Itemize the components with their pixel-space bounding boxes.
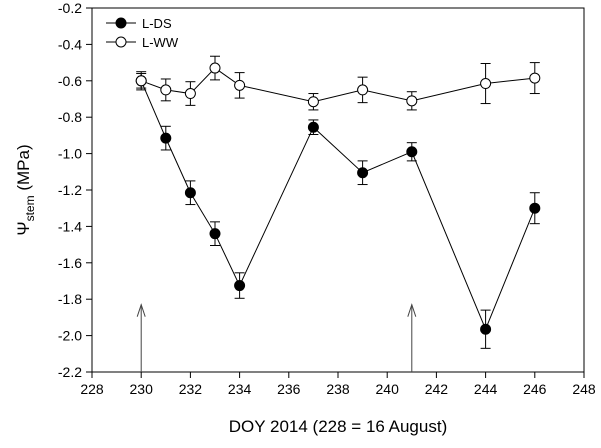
y-tick-label: -1.8: [58, 291, 82, 307]
series-line-l-ww: [141, 67, 535, 103]
legend-label-l-ds: L-DS: [142, 16, 172, 31]
data-point-l-ds: [234, 280, 246, 292]
data-point-l-ds: [307, 121, 319, 133]
arrow-head-icon: [407, 303, 417, 317]
x-tick-label: 238: [326, 381, 350, 397]
series-line-l-ds: [140, 80, 536, 331]
x-tick-label: 246: [523, 381, 547, 397]
x-tick-label: 234: [228, 381, 252, 397]
x-tick-label: 236: [277, 381, 301, 397]
data-point-l-ww: [209, 62, 221, 74]
y-tick-label: -1.6: [58, 255, 82, 271]
y-axis-title-unit: (MPa): [14, 144, 33, 195]
x-tick-label: 228: [80, 381, 104, 397]
annotation-layer: [136, 303, 417, 372]
y-axis: -2.2 -2.0 -1.8 -1.6 -1.4 -1.2 -1.0 -0.8 -0.6 -0.4…: [58, 0, 92, 380]
y-tick-label: -2.2: [58, 364, 82, 380]
data-point-l-ds: [529, 202, 541, 214]
series-l-ww: [135, 55, 541, 111]
data-point-l-ds: [209, 228, 221, 240]
y-tick-label: -2.0: [58, 328, 82, 344]
legend-marker-l-ds: [115, 17, 127, 29]
arrow-head-icon: [136, 303, 146, 317]
data-point-l-ds: [480, 323, 492, 335]
data-point-l-ww: [480, 78, 492, 90]
x-axis: 228 230 232 234 236 238 240 242 244 246 248: [80, 372, 596, 397]
plot-frame: [91, 7, 585, 373]
data-point-l-ds: [357, 167, 369, 179]
data-point-l-ds: [184, 187, 196, 199]
data-point-l-ww: [135, 75, 147, 87]
x-tick-label: 244: [474, 381, 498, 397]
y-axis-title: Ψstem (MPa): [14, 144, 37, 235]
legend-marker-l-ww: [115, 36, 127, 48]
data-point-l-ww: [357, 84, 369, 96]
x-axis-title: DOY 2014 (228 = 16 August): [229, 417, 447, 436]
y-tick-label: -0.4: [58, 36, 82, 52]
data-point-l-ww: [160, 84, 172, 96]
series-layer: [135, 55, 541, 349]
y-tick-label: -0.8: [58, 109, 82, 125]
y-tick-label: -1.4: [58, 218, 82, 234]
data-point-l-ww: [529, 72, 541, 84]
y-tick-label: -1.2: [58, 182, 82, 198]
x-tick-label: 232: [179, 381, 203, 397]
y-tick-label: -1.0: [58, 146, 82, 162]
series-l-ds: [135, 71, 541, 349]
x-tick-label: 240: [376, 381, 400, 397]
y-tick-label: -0.6: [58, 73, 82, 89]
y-axis-title-symbol: Ψ: [14, 221, 33, 235]
legend: L-DS L-WW: [106, 16, 179, 50]
data-point-l-ww: [406, 95, 418, 107]
data-point-l-ds: [160, 132, 172, 144]
x-tick-label: 242: [425, 381, 449, 397]
data-point-l-ds: [406, 146, 418, 158]
data-point-l-ww: [307, 96, 319, 108]
x-tick-label: 230: [130, 381, 154, 397]
x-tick-label: 248: [572, 381, 596, 397]
y-axis-title-subscript: stem: [23, 195, 37, 221]
legend-label-l-ww: L-WW: [142, 35, 179, 50]
data-point-l-ww: [234, 79, 246, 91]
y-tick-label: -0.2: [58, 0, 82, 16]
data-point-l-ww: [184, 88, 196, 100]
